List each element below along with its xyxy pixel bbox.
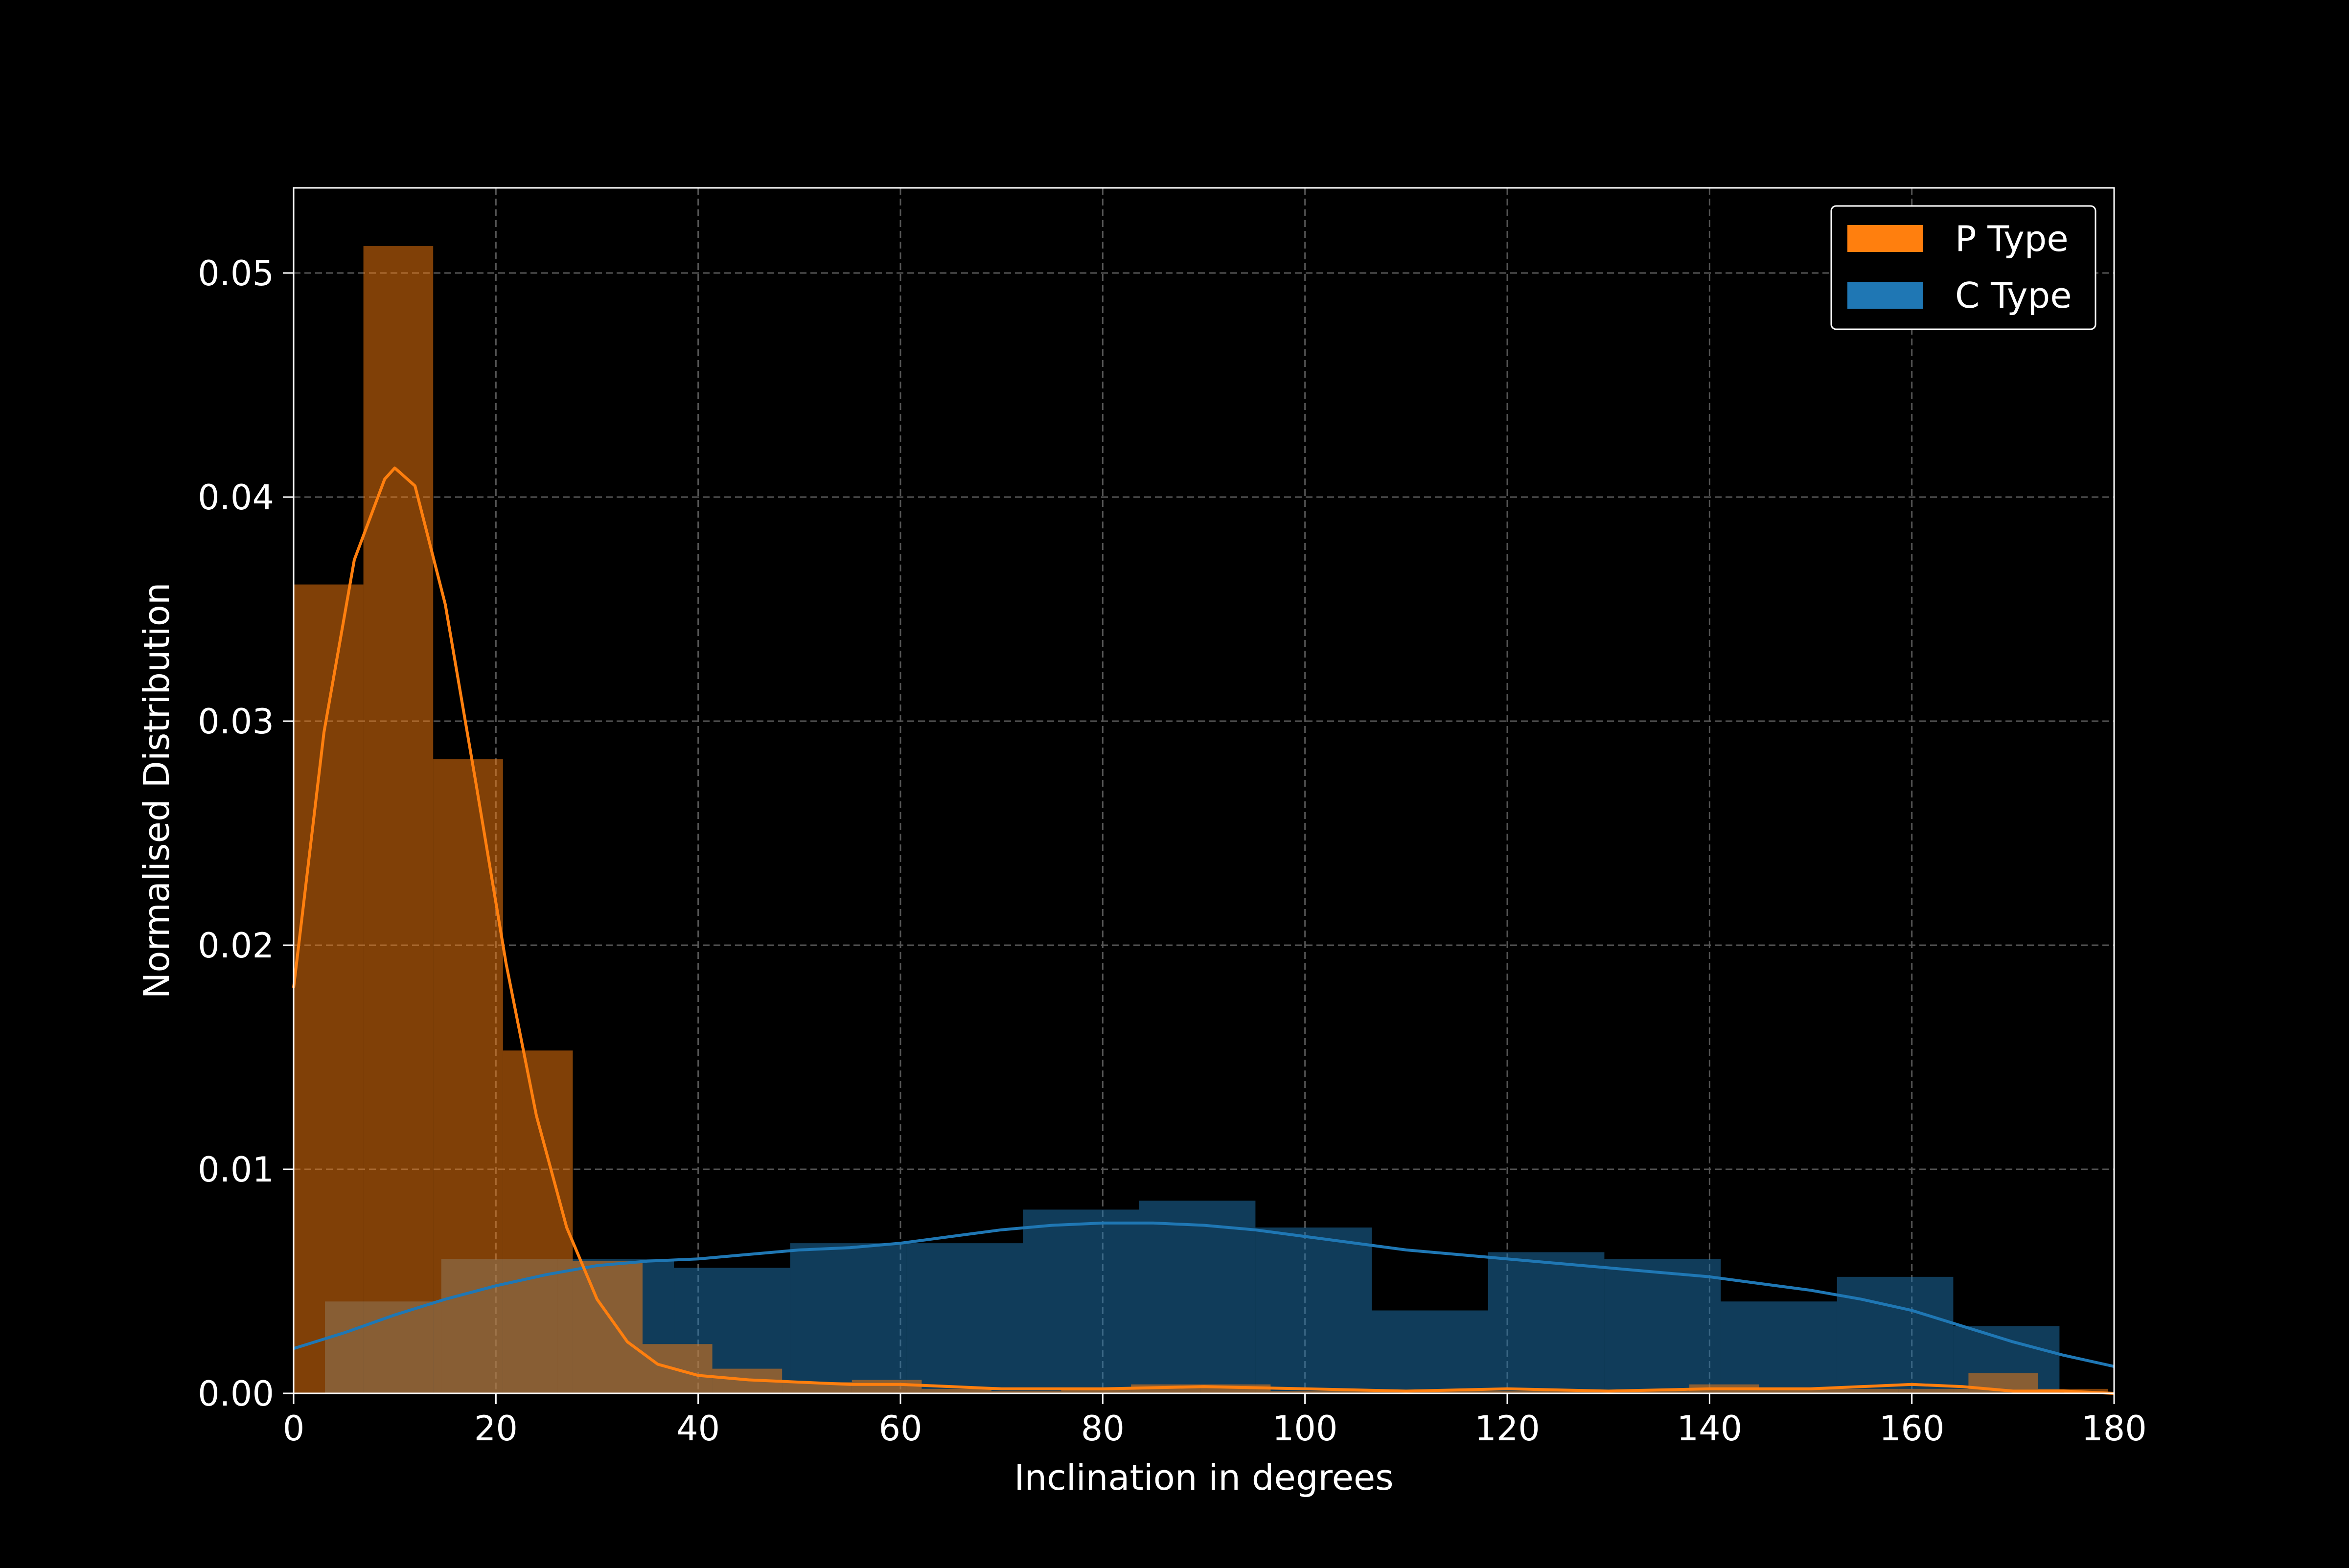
bar-p-type <box>1410 1391 1480 1393</box>
bar-p-type <box>1549 1391 1620 1393</box>
x-tick-label: 140 <box>1677 1409 1743 1449</box>
x-tick-label: 60 <box>878 1409 922 1449</box>
y-tick-label: 0.00 <box>198 1374 274 1414</box>
legend-label-p-type: P Type <box>1955 218 2069 259</box>
bar-c-type <box>906 1243 1023 1393</box>
bar-c-type <box>1372 1310 1488 1393</box>
bar-p-type <box>1619 1391 1689 1393</box>
bar-p-type <box>1829 1388 1899 1393</box>
grid <box>294 188 2114 1393</box>
x-axis-label: Inclination in degrees <box>1014 1457 1393 1498</box>
bar-p-type <box>1480 1391 1550 1393</box>
kde-line-c-type <box>293 1221 2115 1368</box>
y-tick-label: 0.02 <box>198 926 274 966</box>
bar-p-type <box>1061 1388 1131 1393</box>
bar-p-type <box>1270 1391 1340 1393</box>
y-tick-label: 0.05 <box>198 253 274 294</box>
x-axis-ticks: 0 20 40 60 80 100 120 140 160 180 <box>283 1393 2147 1449</box>
x-tick-label: 120 <box>1474 1409 1540 1449</box>
bar-p-type <box>1898 1388 1969 1393</box>
bar-p-type <box>573 1261 643 1393</box>
legend-label-c-type: C Type <box>1955 275 2072 316</box>
bar-c-type <box>1023 1209 1139 1393</box>
bar-p-type <box>1340 1391 1410 1393</box>
x-tick-label: 0 <box>283 1409 305 1449</box>
y-axis-ticks: 0.00 0.01 0.02 0.03 0.04 0.05 <box>198 253 294 1414</box>
bar-p-type <box>1759 1388 1829 1393</box>
x-tick-label: 100 <box>1272 1409 1338 1449</box>
x-tick-label: 40 <box>676 1409 720 1449</box>
x-tick-label: 80 <box>1081 1409 1125 1449</box>
bar-c-type <box>1255 1227 1372 1393</box>
bar-c-type <box>1139 1201 1256 1393</box>
bar-c-type <box>1604 1259 1721 1393</box>
y-tick-label: 0.03 <box>198 702 274 742</box>
bar-c-type <box>1721 1301 1837 1393</box>
y-tick-label: 0.04 <box>198 477 274 518</box>
histogram-bars <box>294 246 2108 1393</box>
y-axis-label: Normalised Distribution <box>136 583 177 999</box>
legend-swatch-c-type <box>1847 282 1923 309</box>
bar-p-type <box>294 584 364 1393</box>
bar-p-type <box>852 1380 922 1393</box>
x-tick-label: 160 <box>1879 1409 1945 1449</box>
legend: P Type C Type <box>1830 205 2096 330</box>
x-tick-label: 20 <box>474 1409 518 1449</box>
kde-curves <box>292 466 2115 1395</box>
legend-swatch-p-type <box>1847 225 1923 252</box>
y-tick-label: 0.01 <box>198 1150 274 1190</box>
bar-c-type <box>1837 1276 1954 1393</box>
x-tick-label: 180 <box>2081 1409 2147 1449</box>
bar-p-type <box>503 1050 573 1393</box>
kde-line-p-type <box>292 466 2115 1395</box>
bar-p-type <box>921 1388 991 1393</box>
bar-p-type <box>991 1391 1061 1393</box>
bar-p-type <box>363 246 434 1393</box>
bar-c-type <box>1488 1252 1605 1393</box>
plot-area-frame <box>293 187 2115 1394</box>
bar-c-type <box>790 1243 907 1393</box>
